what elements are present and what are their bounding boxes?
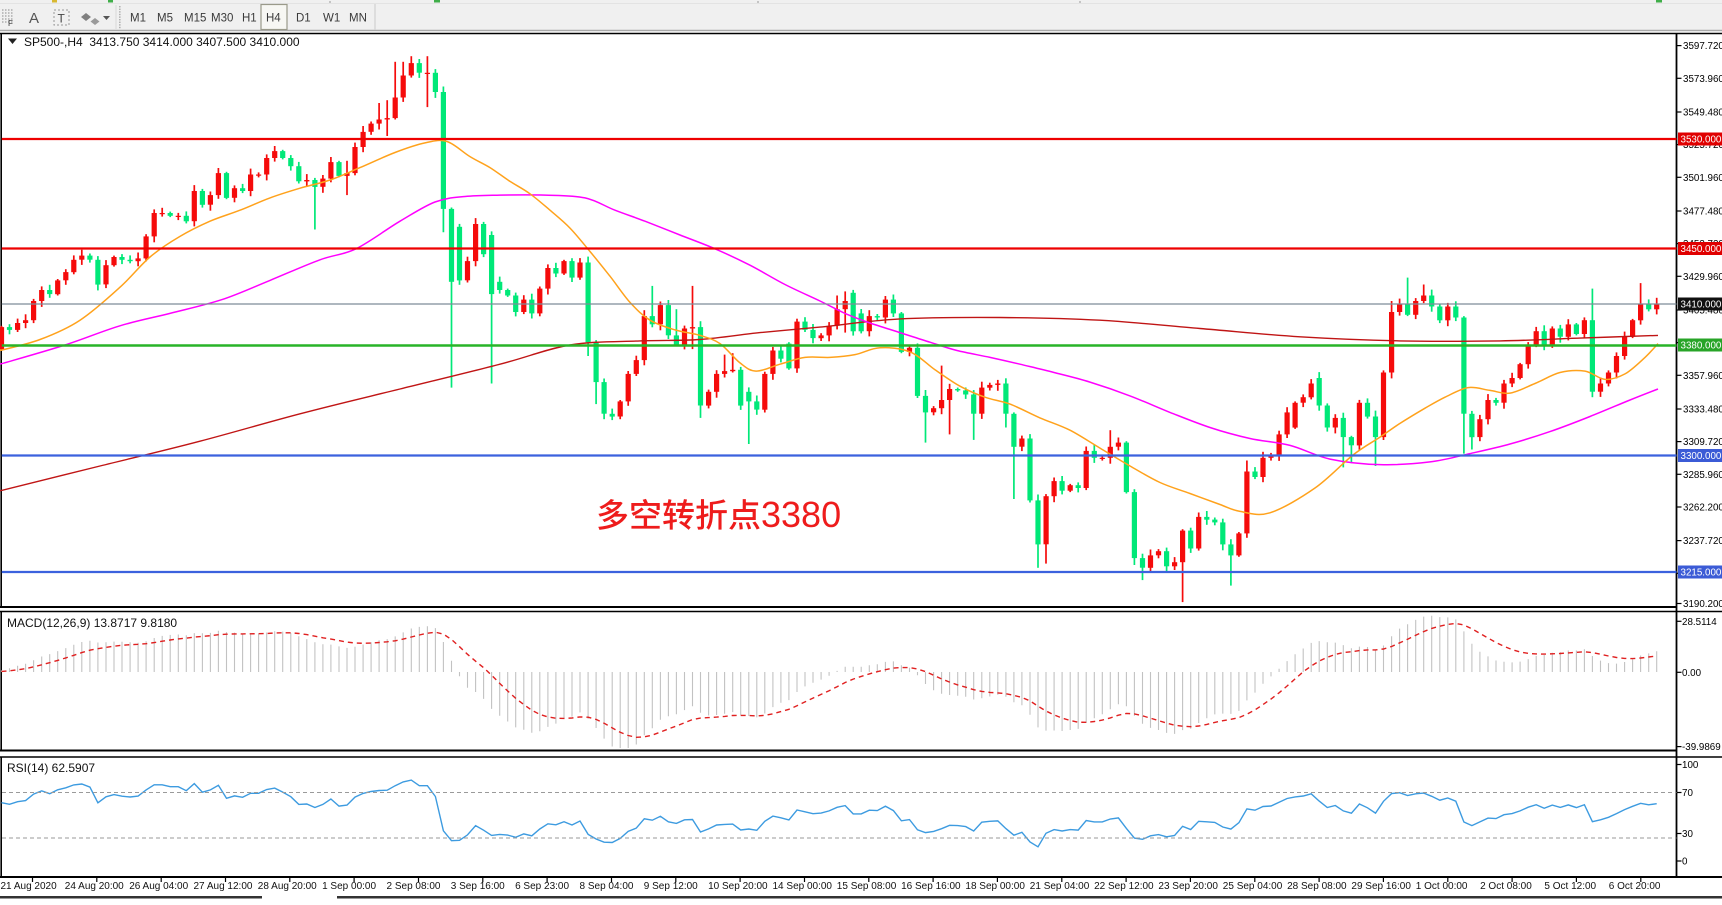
- svg-text:3309.720: 3309.720: [1683, 437, 1722, 448]
- svg-text:W1: W1: [323, 13, 340, 25]
- svg-text:8 Sep 04:00: 8 Sep 04:00: [580, 881, 634, 892]
- svg-text:H1: H1: [242, 13, 257, 25]
- svg-text:3380.000: 3380.000: [1681, 341, 1722, 352]
- svg-text:A: A: [29, 10, 39, 27]
- svg-text:3597.720: 3597.720: [1683, 41, 1722, 52]
- svg-text:2 Sep 08:00: 2 Sep 08:00: [387, 881, 441, 892]
- svg-text:3549.480: 3549.480: [1683, 108, 1722, 119]
- svg-text:D1: D1: [296, 13, 311, 25]
- svg-text:3450.000: 3450.000: [1681, 244, 1722, 255]
- svg-text:M15: M15: [184, 13, 206, 25]
- svg-text:F: F: [8, 19, 13, 28]
- svg-text:3477.480: 3477.480: [1683, 207, 1722, 218]
- svg-text:70: 70: [1682, 788, 1693, 799]
- svg-text:3357.960: 3357.960: [1683, 371, 1722, 382]
- svg-text:0: 0: [1682, 857, 1688, 868]
- svg-text:9 Sep 12:00: 9 Sep 12:00: [644, 881, 698, 892]
- svg-text:10 Sep 20:00: 10 Sep 20:00: [708, 881, 768, 892]
- svg-text:RSI(14) 62.5907: RSI(14) 62.5907: [7, 761, 95, 775]
- svg-text:3405.480: 3405.480: [1683, 306, 1722, 317]
- svg-text:22 Sep 12:00: 22 Sep 12:00: [1094, 881, 1154, 892]
- svg-text:3333.480: 3333.480: [1683, 405, 1722, 416]
- svg-text:0.00: 0.00: [1682, 668, 1702, 679]
- svg-text:25 Sep 04:00: 25 Sep 04:00: [1223, 881, 1283, 892]
- svg-text:3530.000: 3530.000: [1681, 135, 1722, 146]
- svg-text:SP500-,H4 3413.750 3414.000 3: SP500-,H4 3413.750 3414.000 3407.500 341…: [24, 35, 300, 49]
- svg-text:28 Sep 08:00: 28 Sep 08:00: [1287, 881, 1347, 892]
- svg-text:3237.720: 3237.720: [1683, 536, 1722, 547]
- svg-text:2 Oct 08:00: 2 Oct 08:00: [1480, 881, 1532, 892]
- svg-text:3380: 3380: [761, 494, 841, 535]
- svg-text:3573.960: 3573.960: [1683, 74, 1722, 85]
- svg-text:3300.000: 3300.000: [1681, 451, 1722, 462]
- svg-text:1 Sep 00:00: 1 Sep 00:00: [322, 881, 376, 892]
- svg-text:3285.960: 3285.960: [1683, 470, 1722, 481]
- svg-text:18 Sep 00:00: 18 Sep 00:00: [965, 881, 1025, 892]
- svg-text:15 Sep 08:00: 15 Sep 08:00: [837, 881, 897, 892]
- svg-text:16 Sep 16:00: 16 Sep 16:00: [901, 881, 961, 892]
- svg-text:3501.960: 3501.960: [1683, 173, 1722, 184]
- svg-text:M1: M1: [130, 13, 146, 25]
- svg-text:28.5114: 28.5114: [1682, 617, 1717, 628]
- svg-text:5 Oct 12:00: 5 Oct 12:00: [1544, 881, 1596, 892]
- svg-text:M30: M30: [211, 13, 233, 25]
- svg-text:3215.000: 3215.000: [1681, 568, 1722, 579]
- svg-text:28 Aug 20:00: 28 Aug 20:00: [258, 881, 317, 892]
- svg-text:30: 30: [1682, 829, 1693, 840]
- svg-text:21 Aug 2020: 21 Aug 2020: [1, 881, 58, 892]
- svg-text:3525.720: 3525.720: [1683, 140, 1722, 151]
- svg-text:M5: M5: [157, 13, 173, 25]
- svg-text:24 Aug 20:00: 24 Aug 20:00: [65, 881, 124, 892]
- svg-text:1 Oct 00:00: 1 Oct 00:00: [1416, 881, 1468, 892]
- svg-text:3262.200: 3262.200: [1683, 503, 1722, 514]
- svg-text:3410.000: 3410.000: [1681, 300, 1722, 311]
- svg-text:27 Aug 12:00: 27 Aug 12:00: [194, 881, 253, 892]
- svg-text:T: T: [58, 12, 66, 26]
- svg-text:-39.9869: -39.9869: [1682, 742, 1721, 753]
- svg-text:3429.960: 3429.960: [1683, 272, 1722, 283]
- svg-text:3 Sep 16:00: 3 Sep 16:00: [451, 881, 505, 892]
- svg-text:14 Sep 00:00: 14 Sep 00:00: [773, 881, 833, 892]
- svg-text:6 Oct 20:00: 6 Oct 20:00: [1609, 881, 1661, 892]
- svg-text:26 Aug 04:00: 26 Aug 04:00: [129, 881, 188, 892]
- svg-text:29 Sep 16:00: 29 Sep 16:00: [1351, 881, 1411, 892]
- svg-text:6 Sep 23:00: 6 Sep 23:00: [515, 881, 569, 892]
- svg-text:21 Sep 04:00: 21 Sep 04:00: [1030, 881, 1090, 892]
- svg-text:3190.200: 3190.200: [1683, 599, 1722, 610]
- svg-text:H4: H4: [266, 13, 281, 25]
- svg-text:100: 100: [1682, 760, 1699, 771]
- svg-text:23 Sep 20:00: 23 Sep 20:00: [1158, 881, 1218, 892]
- svg-text:MN: MN: [349, 13, 367, 25]
- svg-text:MACD(12,26,9) 13.8717 9.8180: MACD(12,26,9) 13.8717 9.8180: [7, 616, 177, 630]
